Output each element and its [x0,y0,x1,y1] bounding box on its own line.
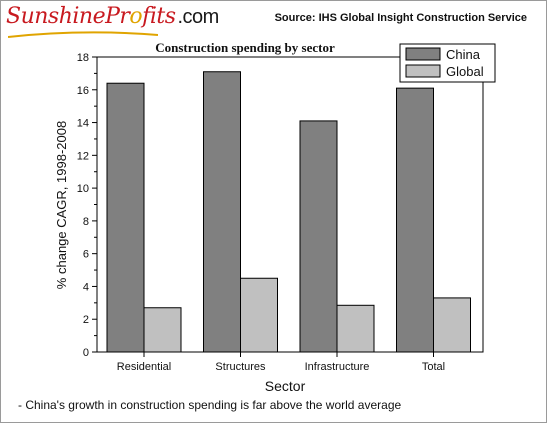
sunshine-profits-logo[interactable]: SunshineProfits .com [6,4,246,40]
legend: China Global [399,43,496,83]
y-tick-label-6: 6 [83,249,89,261]
y-tick-label-16: 16 [77,85,89,97]
y-tick-label-14: 14 [77,118,89,130]
legend-swatch-china [405,47,441,61]
y-tick-label-12: 12 [77,150,89,162]
bar-china-total[interactable] [396,87,434,353]
legend-label-global: Global [446,64,484,79]
logo-swoosh-icon [8,31,158,38]
source-note: Source: IHS Global Insight Construction … [274,12,527,24]
chart-title: Construction spending by sector [155,40,335,55]
x-tick-label-total: Total [422,361,445,373]
y-tick-label-8: 8 [83,216,89,228]
x-axis-label: Sector [265,378,306,394]
y-tick-label-2: 2 [83,314,89,326]
y-tick-label-0: 0 [83,347,89,359]
logo-sun-o: o [129,4,143,29]
bar-china-structures[interactable] [203,71,241,353]
logo-tld: .com [177,6,219,28]
y-tick-label-18: 18 [77,52,89,64]
x-tick-label-structures: Structures [215,361,266,373]
bar-china-residential[interactable] [106,82,145,353]
bar-global-total[interactable] [433,297,471,353]
bars-group [106,71,471,353]
bar-global-structures[interactable] [240,277,278,353]
y-axis-label: % change CAGR, 1998-2008 [54,121,69,289]
y-tick-label-4: 4 [83,281,89,293]
axes-group: Residential Structures Infrastructure Total… [77,52,484,373]
footnote: - China's growth in construction spendin… [18,398,402,412]
x-tick-label-residential: Residential [117,361,171,373]
bar-global-residential[interactable] [143,307,182,353]
x-tick-label-infrastructure: Infrastructure [305,361,370,373]
legend-swatch-global [405,64,441,78]
y-tick-label-10: 10 [77,183,89,195]
bar-global-infrastructure[interactable] [336,304,375,353]
logo-wordmark: SunshineProfits .com [6,4,219,29]
bar-china-infrastructure[interactable] [299,120,338,353]
legend-label-china: China [446,47,481,62]
